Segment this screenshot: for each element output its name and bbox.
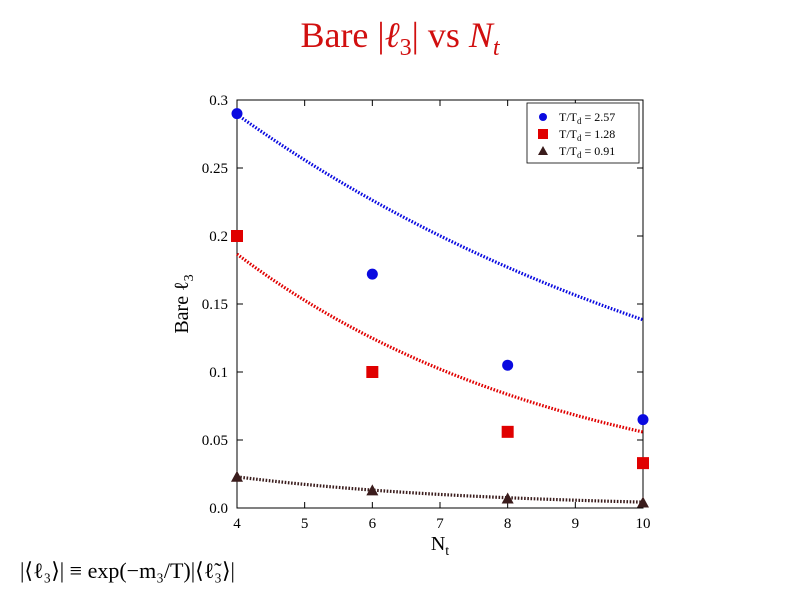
legend-label-2: T/Td = 0.91 — [559, 144, 615, 160]
x-tick-label: 6 — [369, 516, 377, 532]
y-tick-label: 0.3 — [209, 93, 228, 109]
title-n: N — [468, 15, 493, 55]
title-prefix: Bare | — [300, 15, 385, 55]
x-tick-label: 4 — [233, 516, 241, 532]
data-point-1-2 — [501, 425, 514, 438]
x-tick-label: 5 — [301, 516, 309, 532]
title-ell-subscript: 3 — [399, 35, 412, 62]
data-point-2-0 — [231, 470, 243, 482]
data-point-1-3 — [637, 457, 649, 470]
data-point-2-3 — [637, 496, 649, 508]
data-point-1-1 — [366, 366, 379, 378]
data-point-2-2 — [501, 492, 514, 504]
x-tick-label: 7 — [436, 516, 444, 532]
legend-marker-0 — [539, 113, 547, 121]
formula-footnote: |⟨ℓ₃⟩| ≡ exp(−m₃/T)|⟨ℓ̃₃⟩| — [20, 558, 235, 583]
data-point-0-2 — [502, 359, 514, 371]
legend-marker-2 — [538, 146, 548, 155]
fit-curve-1 — [236, 252, 644, 434]
y-tick-label: 0.1 — [209, 365, 228, 381]
slide-title: Bare |ℓ3| vs Nt — [0, 14, 800, 62]
data-point-0-1 — [366, 268, 378, 280]
x-tick-label: 9 — [572, 516, 580, 532]
data-point-0-3 — [637, 414, 649, 426]
title-n-subscript: t — [492, 35, 500, 62]
x-tick-label: 10 — [636, 516, 651, 532]
y-tick-label: 0.0 — [209, 501, 228, 517]
title-middle: | vs — [411, 15, 469, 55]
y-tick-label: 0.15 — [202, 297, 228, 313]
y-tick-label: 0.25 — [202, 161, 228, 177]
title-ell: ℓ — [384, 15, 400, 55]
data-point-1-0 — [231, 230, 243, 242]
plot-area: 4 5 6 7 8 9 10 0.0 0.05 0.1 0.15 0.2 0.25 0.3 Nt Bare ℓ… — [171, 93, 651, 559]
x-axis-label: Nt — [431, 533, 449, 559]
y-tick-label: 0.05 — [202, 433, 228, 449]
data-point-2-1 — [366, 484, 379, 496]
y-axis-label: Bare ℓ3 — [171, 274, 197, 333]
legend-label-0: T/Td = 2.57 — [559, 110, 615, 126]
legend-marker-1 — [538, 129, 548, 139]
x-tick-label: 8 — [504, 516, 512, 532]
legend-label-1: T/Td = 1.28 — [559, 127, 615, 143]
fit-curve-2 — [236, 475, 644, 504]
data-point-0-0 — [231, 108, 243, 120]
fit-curve-0 — [236, 113, 644, 322]
y-tick-label: 0.2 — [209, 229, 228, 245]
